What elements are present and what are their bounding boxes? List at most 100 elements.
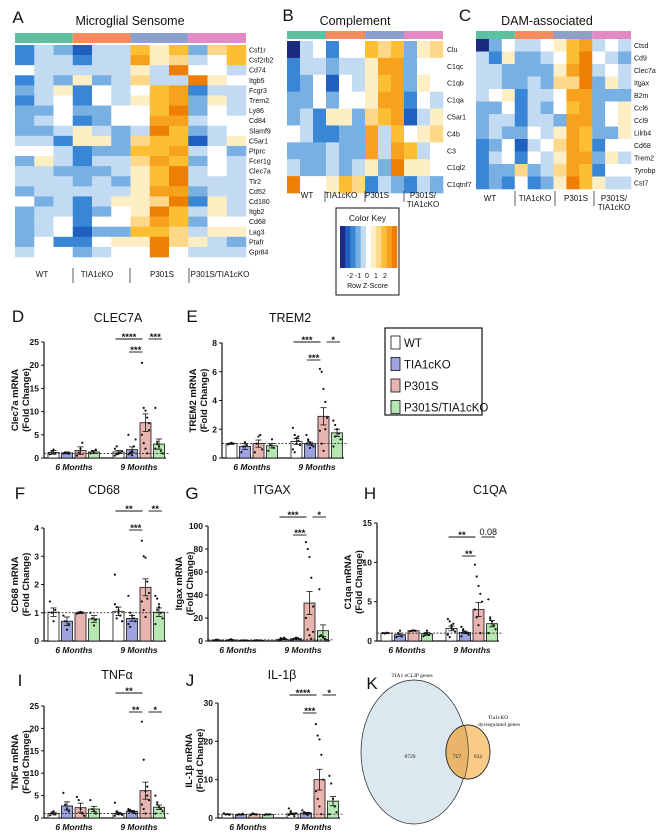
data-point <box>92 451 96 454</box>
data-point <box>321 636 325 639</box>
panel-label: C <box>459 6 471 25</box>
data-point <box>157 805 161 808</box>
gene-label: Cd180 <box>249 199 270 206</box>
heatmap-cell <box>339 91 353 109</box>
data-point <box>330 782 333 785</box>
heatmap-cell <box>53 125 74 137</box>
data-point <box>477 584 480 588</box>
heatmap-cell <box>488 176 503 190</box>
heatmap-cell <box>540 151 554 165</box>
heatmap-cell <box>72 55 93 66</box>
data-point <box>94 618 97 621</box>
heatmap-cell <box>207 156 228 167</box>
y-tick-label: 15 <box>30 383 40 393</box>
panel-label: G <box>185 484 198 503</box>
data-point <box>400 635 403 638</box>
heatmap-cell <box>540 39 554 52</box>
data-point <box>308 811 311 815</box>
heatmap-cell <box>53 65 74 76</box>
heatmap-cell <box>579 114 593 127</box>
heatmap-cell <box>605 76 619 90</box>
data-point <box>115 606 118 609</box>
heatmap-cell <box>130 65 151 76</box>
gene-label: Ptafr <box>249 239 264 246</box>
venn-set-label: TIA1 eCLIP genes <box>391 673 432 679</box>
data-point <box>308 446 312 450</box>
heatmap-cell <box>605 64 619 77</box>
heatmap-cell <box>527 164 541 177</box>
data-point <box>113 573 116 576</box>
heatmap-cell <box>488 76 503 90</box>
heatmap-cell <box>111 166 131 177</box>
data-point <box>308 555 311 559</box>
y-tick-label: 0 <box>34 636 39 646</box>
data-point <box>156 608 159 612</box>
gene-label: Itgax <box>634 80 650 87</box>
data-point <box>134 438 137 441</box>
heatmap-cell <box>404 91 418 109</box>
data-point <box>489 617 492 621</box>
data-point <box>494 628 497 631</box>
data-point <box>308 634 311 637</box>
data-point <box>156 803 159 806</box>
y-tick-label: 10 <box>30 407 40 417</box>
y-tick-label: 5 <box>34 430 39 440</box>
venn-set-label-line: Tia1cKO <box>488 715 508 721</box>
legend: WT TIA1cKO P301S P301S/TIA1cKO <box>384 327 488 416</box>
heatmap-cell <box>169 135 189 147</box>
heatmap-cell <box>553 164 567 177</box>
heatmap-cell <box>207 206 228 217</box>
data-point <box>142 442 145 445</box>
heatmap-cell <box>391 74 405 92</box>
group-label: P301S <box>564 194 588 203</box>
heatmap-cell <box>207 135 228 147</box>
heatmap-cell <box>111 196 131 207</box>
heatmap-cell <box>169 75 189 86</box>
heatmap-cell <box>501 164 516 177</box>
data-point <box>293 814 296 818</box>
legend-swatch <box>390 378 401 393</box>
data-point <box>146 580 149 583</box>
heatmap-cell <box>287 57 301 76</box>
data-point <box>156 801 159 804</box>
significance-label: *** <box>130 345 141 356</box>
heatmap-cell <box>53 206 74 217</box>
heatmap-cell <box>339 142 353 160</box>
heatmap-cell <box>207 216 228 228</box>
y-axis-label-line: CD68 mRNA <box>10 556 21 612</box>
data-point <box>462 628 465 631</box>
heatmap-cell <box>111 226 131 238</box>
data-point <box>281 637 284 640</box>
heatmap-cell <box>326 57 340 76</box>
y-tick-label: 0 <box>34 453 39 463</box>
heatmap-cell <box>92 216 112 228</box>
heatmap-title: Microglial Sensome <box>75 14 184 28</box>
heatmap-cell <box>92 85 112 96</box>
data-point <box>475 575 478 578</box>
heatmap-cell <box>188 236 208 248</box>
heatmap-cell <box>352 91 366 109</box>
color-key-swatch <box>386 226 390 268</box>
heatmap-cell <box>111 65 131 76</box>
heatmap-cell <box>72 115 93 127</box>
gene-label: Csf2rb2 <box>249 58 274 65</box>
data-point <box>65 807 69 811</box>
heatmap-cell <box>365 57 379 76</box>
heatmap-cell <box>149 166 170 177</box>
heatmap-cell <box>226 216 247 228</box>
gene-label: Cd68 <box>249 219 266 226</box>
data-point <box>67 622 70 626</box>
heatmap-cell <box>53 216 74 228</box>
heatmap-cell <box>488 126 503 140</box>
heatmap-cell <box>391 142 405 160</box>
data-point <box>465 632 468 635</box>
heatmap-cell <box>417 108 431 126</box>
data-point <box>473 563 476 566</box>
color-key-swatch <box>345 226 349 268</box>
significance-label: *** <box>308 353 319 364</box>
heatmap-cell <box>34 145 54 157</box>
heatmap-cell <box>226 85 247 96</box>
data-point <box>94 448 97 451</box>
data-point <box>132 445 135 448</box>
data-point <box>140 361 143 364</box>
